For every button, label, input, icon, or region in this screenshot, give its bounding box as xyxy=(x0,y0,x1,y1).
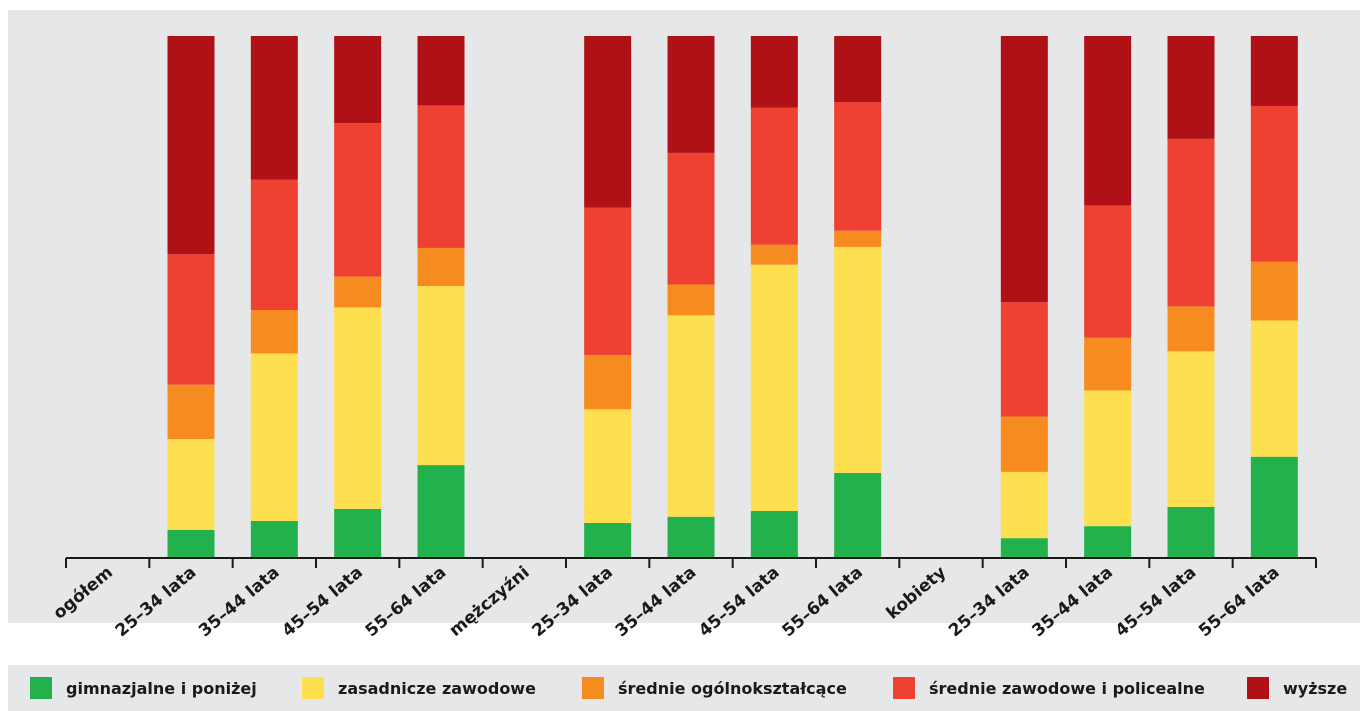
bar-segment-1 xyxy=(584,523,632,558)
bar-segment-3 xyxy=(584,354,632,410)
bar-segment-3 xyxy=(1250,261,1298,321)
bar-segment-1 xyxy=(1167,506,1215,558)
bar-segment-2 xyxy=(750,264,798,512)
bar-segment-2 xyxy=(167,438,215,530)
bar-segment-4 xyxy=(750,107,798,245)
bar-segment-3 xyxy=(250,310,298,354)
bar-segment-2 xyxy=(834,246,882,473)
bar-segment-1 xyxy=(667,516,715,558)
bar-segment-4 xyxy=(1000,302,1048,417)
bar-segment-3 xyxy=(334,276,382,308)
bar-segment-2 xyxy=(1167,351,1215,507)
legend: gimnazjalne i poniżej zasadnicze zawodowe… xyxy=(30,677,1347,699)
bar-segment-4 xyxy=(584,207,632,355)
bar-segment-5 xyxy=(1000,36,1048,303)
bar-segment-1 xyxy=(1250,456,1298,558)
bar-segment-3 xyxy=(667,284,715,316)
bar-segment-5 xyxy=(1084,36,1132,206)
bar-segment-3 xyxy=(1167,306,1215,352)
bar-segment-5 xyxy=(1167,36,1215,139)
legend-background xyxy=(8,665,1360,711)
bar-segment-1 xyxy=(834,472,882,558)
bar-segment-1 xyxy=(334,508,382,558)
bar-segment-2 xyxy=(417,286,465,466)
bar-segment-4 xyxy=(1250,105,1298,262)
legend-label: zasadnicze zawodowe xyxy=(338,679,536,698)
x-axis-ticks xyxy=(65,558,1317,568)
bar-segment-5 xyxy=(667,36,715,153)
bar-segment-2 xyxy=(667,315,715,517)
bar-segment-4 xyxy=(667,152,715,285)
bar-segment-3 xyxy=(1000,416,1048,472)
legend-label: średnie ogólnokształcące xyxy=(618,679,847,698)
bar-segment-3 xyxy=(834,230,882,247)
bar-segment-5 xyxy=(1250,36,1298,106)
bar-segment-5 xyxy=(417,36,465,106)
legend-swatch xyxy=(1247,677,1269,699)
bar-segment-4 xyxy=(250,179,298,311)
bar-segment-5 xyxy=(834,36,882,103)
legend-swatch xyxy=(302,677,324,699)
bar-segment-2 xyxy=(334,307,382,509)
bar-segment-5 xyxy=(167,36,215,255)
bar-segment-4 xyxy=(1084,205,1132,338)
bar-segment-5 xyxy=(584,36,632,208)
bar-segment-1 xyxy=(1000,538,1048,558)
bar-segment-5 xyxy=(750,36,798,108)
legend-label: wyższe xyxy=(1283,679,1347,698)
bar-segment-2 xyxy=(1250,320,1298,457)
bar-segment-2 xyxy=(250,353,298,521)
legend-swatch xyxy=(893,677,915,699)
bar-segment-5 xyxy=(250,36,298,180)
bars-layer xyxy=(167,36,1298,558)
bar-segment-1 xyxy=(167,529,215,558)
bar-segment-4 xyxy=(334,123,382,277)
legend-swatch xyxy=(30,677,52,699)
bar-segment-3 xyxy=(1084,337,1132,391)
legend-label: średnie zawodowe i policealne xyxy=(929,679,1205,698)
bar-segment-2 xyxy=(1000,471,1048,539)
bar-segment-3 xyxy=(167,384,215,439)
legend-swatch xyxy=(582,677,604,699)
bar-segment-4 xyxy=(1167,138,1215,307)
bar-segment-2 xyxy=(584,409,632,524)
legend-label: gimnazjalne i poniżej xyxy=(66,679,257,698)
bar-segment-1 xyxy=(250,520,298,558)
bar-segment-1 xyxy=(417,465,465,558)
bar-segment-4 xyxy=(834,102,882,231)
bar-segment-1 xyxy=(750,511,798,558)
bar-segment-5 xyxy=(334,36,382,124)
bar-segment-4 xyxy=(167,254,215,385)
bar-segment-4 xyxy=(417,105,465,248)
bar-segment-1 xyxy=(1084,526,1132,558)
bar-segment-3 xyxy=(750,244,798,265)
bar-segment-2 xyxy=(1084,390,1132,527)
bar-segment-3 xyxy=(417,247,465,287)
